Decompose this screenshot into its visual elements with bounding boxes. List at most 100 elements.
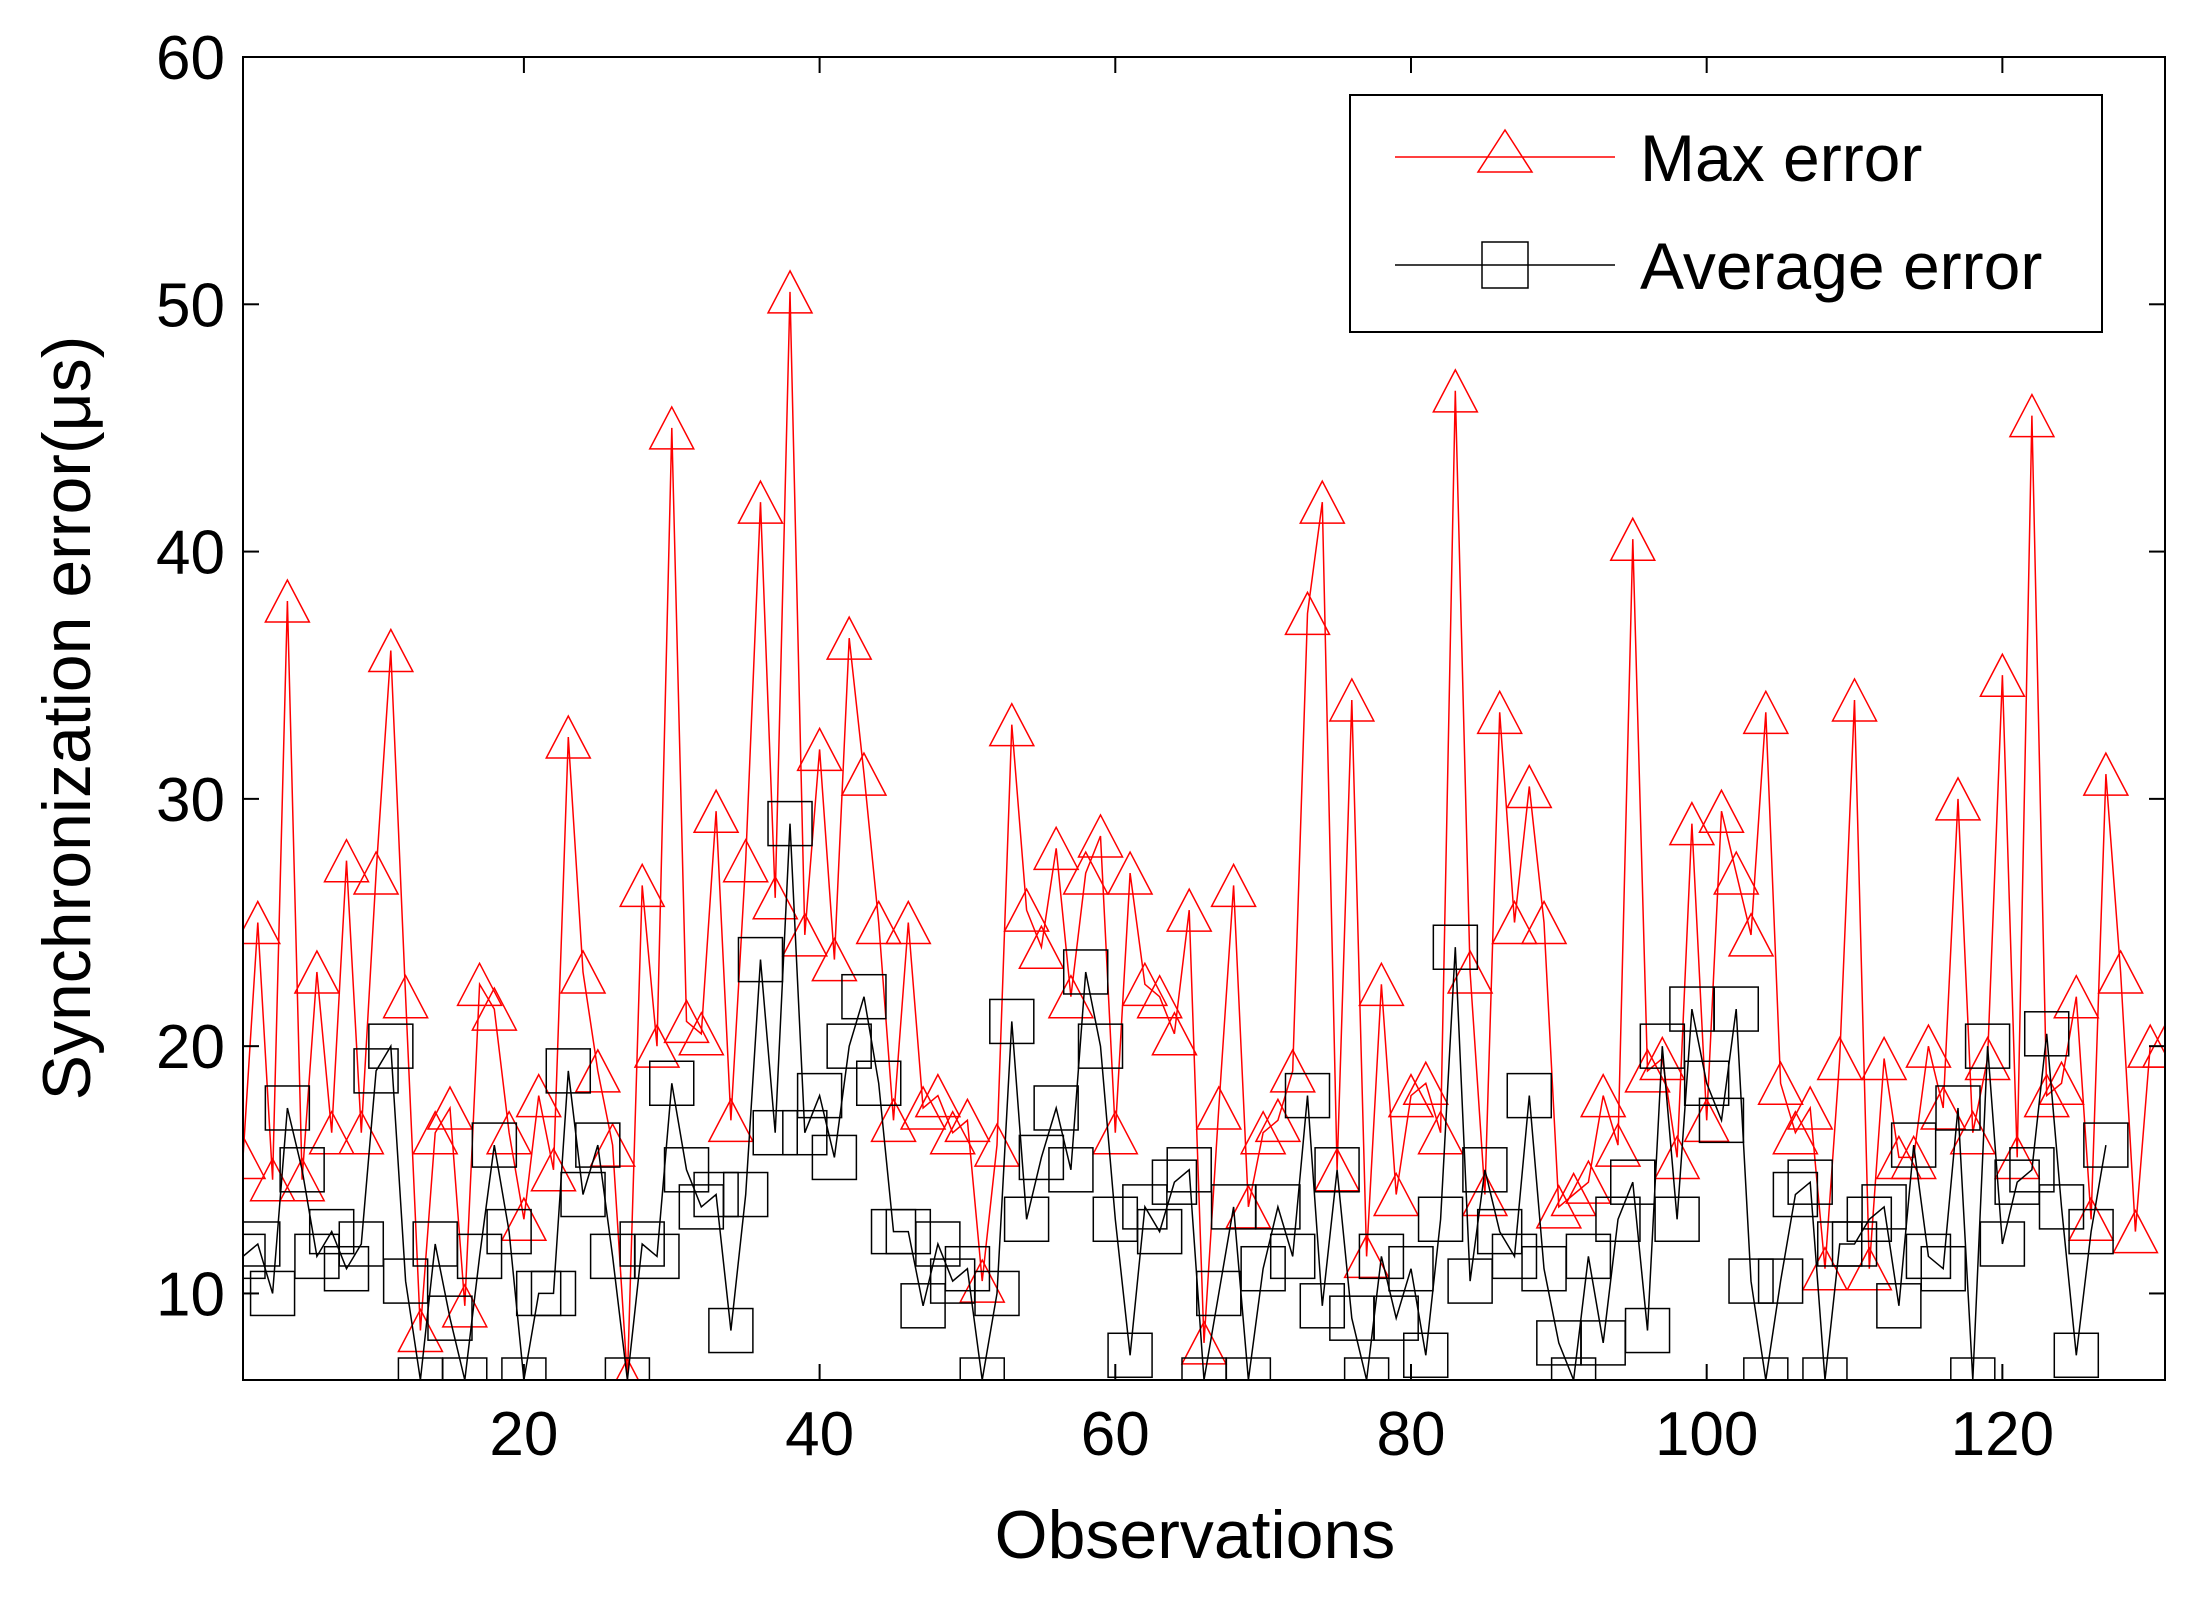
data-point-max-error (545, 714, 592, 759)
data-point-average-error (959, 1357, 1005, 1380)
data-point-max-error (278, 1157, 326, 1202)
data-point-average-error (2083, 1122, 2129, 1168)
data-point-average-error (722, 1171, 769, 1218)
data-point-max-error (1210, 862, 1257, 908)
data-point-max-error (796, 726, 843, 772)
data-point-average-error (1743, 1357, 1789, 1380)
data-point-max-error (352, 850, 400, 895)
data-point-max-error (1698, 788, 1745, 833)
data-point-average-error (619, 1221, 665, 1267)
data-point-max-error (411, 1110, 459, 1155)
data-point-average-error (811, 1134, 858, 1181)
legend: Max error Average error (1349, 94, 2103, 333)
data-point-max-error (1993, 1134, 2041, 1180)
data-point-max-error (1565, 1159, 1612, 1204)
data-point-max-error (293, 949, 341, 994)
data-point-average-error (1388, 1245, 1434, 1292)
data-point-average-error (1062, 949, 1109, 995)
data-point-average-error (1033, 1085, 1079, 1131)
data-point-average-error (1269, 1233, 1316, 1280)
data-point-average-error (1048, 1147, 1094, 1193)
data-point-max-error (2008, 392, 2056, 438)
data-point-average-error (708, 1307, 754, 1354)
data-point-max-error (1328, 677, 1376, 722)
data-point-average-error (767, 800, 813, 847)
data-point-max-error (1535, 1184, 1583, 1229)
data-point-max-error (1491, 899, 1538, 945)
data-point-max-error (1742, 689, 1790, 735)
data-point-average-error (1358, 1233, 1405, 1280)
data-point-average-error (1683, 1060, 1730, 1107)
data-point-average-error (353, 1048, 399, 1094)
data-point-max-error (648, 405, 695, 450)
data-point-max-error (618, 862, 666, 908)
data-point-average-error (456, 1233, 503, 1280)
data-point-max-error (559, 949, 607, 994)
data-point-max-error (1446, 949, 1494, 994)
data-point-max-error (1047, 974, 1095, 1019)
data-point-max-error (781, 912, 829, 957)
data-point-max-error (1727, 912, 1775, 957)
data-point-max-error (1165, 887, 1213, 932)
data-point-max-error (1432, 368, 1479, 413)
data-point-average-error (1550, 1357, 1597, 1380)
data-point-max-error (2067, 1196, 2115, 1242)
y-tick-label: 50 (156, 271, 225, 340)
data-point-max-error (308, 1110, 355, 1155)
data-point-average-error (1654, 1196, 1700, 1243)
data-point-average-error (1905, 1233, 1952, 1280)
data-point-average-error (841, 973, 887, 1020)
data-point-max-error (441, 1283, 489, 1328)
series-line (243, 291, 2165, 1380)
data-point-average-error (1240, 1245, 1286, 1292)
data-point-average-error (264, 1085, 311, 1131)
data-point-max-error (323, 838, 370, 883)
data-point-average-error (308, 1208, 355, 1255)
data-point-max-error (1579, 1073, 1627, 1118)
data-point-max-error (988, 702, 1036, 747)
data-point-max-error (1905, 1023, 1952, 1068)
data-point-max-error (426, 1085, 474, 1130)
data-point-average-error (604, 1357, 651, 1380)
data-point-max-error (958, 1258, 1006, 1303)
data-point-average-error (1151, 1159, 1198, 1205)
data-point-max-error (574, 1048, 622, 1093)
data-point-average-error (486, 1208, 532, 1255)
data-point-max-error (944, 1097, 991, 1143)
data-point-average-error (1890, 1122, 1937, 1168)
legend-label-max: Max error (1640, 121, 1922, 195)
data-point-average-error (1772, 1171, 1819, 1218)
data-point-max-error (1180, 1320, 1228, 1365)
data-point-max-error (1919, 1085, 1967, 1130)
data-point-max-error (367, 627, 415, 673)
data-point-average-error (1077, 1023, 1124, 1069)
x-tick-label: 60 (1081, 1400, 1150, 1469)
data-point-max-error (1284, 590, 1331, 636)
data-point-max-error (707, 1097, 755, 1143)
data-point-max-error (2023, 1073, 2070, 1118)
data-point-average-error (1196, 1270, 1242, 1317)
y-tick-label: 20 (156, 1013, 225, 1082)
data-point-average-error (427, 1295, 473, 1341)
x-tick-label: 120 (1951, 1400, 2054, 1469)
data-point-max-error (1846, 1246, 1893, 1291)
data-point-average-error (575, 1122, 621, 1168)
data-point-max-error (1402, 1060, 1450, 1106)
data-point-average-error (1506, 1072, 1553, 1119)
data-point-average-error (1225, 1357, 1272, 1380)
data-point-max-error (515, 1073, 562, 1118)
data-point-average-error (338, 1221, 385, 1267)
data-point-max-error (1772, 1110, 1819, 1155)
x-tick-label: 20 (489, 1400, 558, 1469)
data-point-max-error (1979, 652, 2026, 697)
data-point-average-error (530, 1270, 577, 1317)
data-point-average-error (323, 1245, 370, 1292)
data-point-max-error (1890, 1134, 1937, 1180)
data-point-max-error (243, 899, 282, 945)
data-point-max-error (1003, 887, 1050, 932)
data-point-max-error (1239, 1110, 1287, 1155)
data-point-max-error (1225, 1184, 1272, 1229)
data-point-average-error (1935, 1085, 1981, 1131)
data-point-average-error (1122, 1184, 1168, 1230)
x-tick-label: 100 (1655, 1400, 1758, 1469)
